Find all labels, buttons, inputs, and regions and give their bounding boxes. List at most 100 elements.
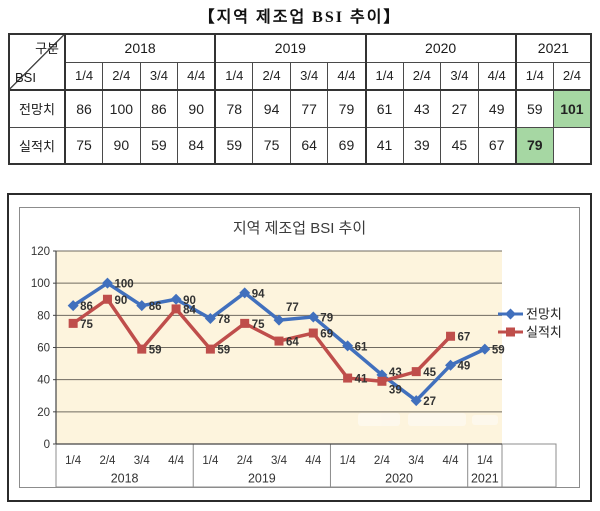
data-label: 41 bbox=[355, 374, 368, 386]
value-cell: 39 bbox=[402, 126, 442, 165]
chart-box: 지역 제조업 BSI 추이 0 20 40 60 80 100 120 1/4 2/4 3/4 4/… bbox=[7, 193, 592, 502]
quarter-header: 1/4 bbox=[365, 61, 404, 91]
actual-marker bbox=[171, 304, 181, 314]
data-label: 78 bbox=[217, 314, 230, 326]
data-label: 86 bbox=[149, 301, 162, 313]
value-cell: 59 bbox=[139, 126, 179, 165]
table-row: 실적치 75 90 59 84 59 75 64 69 41 39 45 67 79 bbox=[8, 126, 592, 165]
year-header-2018: 2018 bbox=[64, 33, 217, 63]
data-label: 100 bbox=[114, 279, 133, 291]
value-cell: 43 bbox=[402, 89, 442, 128]
value-cell: 94 bbox=[252, 89, 291, 128]
x-axis-quarter-label: 3/4 bbox=[134, 455, 151, 467]
value-cell: 90 bbox=[177, 89, 217, 128]
x-axis-quarter-label: 2/4 bbox=[374, 455, 391, 467]
x-axis-year-label: 2020 bbox=[385, 472, 413, 486]
x-axis-quarter-label: 3/4 bbox=[408, 455, 425, 467]
quarter-header: 2/4 bbox=[102, 61, 141, 91]
row-label: 전망치 bbox=[8, 89, 66, 128]
value-cell: 79 bbox=[327, 89, 367, 128]
forecast-marker bbox=[273, 314, 285, 326]
data-label: 59 bbox=[217, 345, 230, 357]
corner-cell: 구분 BSI bbox=[8, 33, 66, 91]
quarter-header: 3/4 bbox=[440, 61, 479, 91]
data-label: 59 bbox=[149, 345, 162, 357]
chart-frame: 지역 제조업 BSI 추이 0 20 40 60 80 100 120 1/4 2/4 3/4 4/… bbox=[19, 207, 580, 488]
value-cell: 41 bbox=[365, 126, 404, 165]
value-cell: 90 bbox=[102, 126, 141, 165]
actual-marker bbox=[102, 294, 112, 304]
quarter-header: 4/4 bbox=[327, 61, 367, 91]
x-axis-quarter-label: 4/4 bbox=[168, 455, 185, 467]
actual-marker bbox=[205, 344, 215, 354]
data-label: 94 bbox=[252, 288, 265, 300]
y-axis-label: 100 bbox=[31, 278, 50, 290]
chart-title: 지역 제조업 BSI 추이 bbox=[232, 220, 367, 237]
x-axis-quarter-label: 2/4 bbox=[99, 455, 116, 467]
year-header-2020: 2020 bbox=[364, 33, 517, 63]
watermark-shape bbox=[472, 415, 498, 425]
value-cell: 75 bbox=[64, 126, 104, 165]
table-quarter-row: 1/4 2/4 3/4 4/4 1/4 2/4 3/4 4/4 1/4 2/4 3/4 4/4 1/4 2… bbox=[9, 61, 592, 91]
chart-svg: 0 20 40 60 80 100 120 1/4 2/4 3/4 4/4 2018 1/4 2/4 3/4… bbox=[31, 246, 562, 487]
value-cell: 78 bbox=[214, 89, 254, 128]
year-header-2021: 2021 bbox=[515, 33, 592, 63]
value-cell: 49 bbox=[477, 89, 517, 128]
y-axis-label: 80 bbox=[37, 310, 50, 322]
forecast-marker bbox=[445, 359, 457, 371]
y-axis-label: 60 bbox=[37, 343, 50, 355]
value-cell: 45 bbox=[440, 126, 479, 165]
bsi-table: 구분 BSI 2018 2019 2020 2021 1/4 2/4 3/4 4/4 1/4 2/4 3… bbox=[8, 33, 592, 165]
value-cell: 86 bbox=[139, 89, 179, 128]
value-cell: 59 bbox=[515, 89, 554, 128]
value-cell: 84 bbox=[177, 126, 217, 165]
quarter-header: 3/4 bbox=[289, 61, 329, 91]
forecast-marker bbox=[342, 340, 354, 352]
forecast-marker bbox=[67, 300, 79, 312]
table-row: 전망치 86 100 86 90 78 94 77 79 61 43 27 49 59 101 bbox=[8, 89, 592, 128]
x-axis-quarter-label: 1/4 bbox=[202, 455, 219, 467]
corner-label-top: 구분 bbox=[35, 41, 59, 56]
data-label: 49 bbox=[458, 361, 471, 373]
x-axis-quarter-label: 4/4 bbox=[443, 455, 460, 467]
legend-label: 실적치 bbox=[526, 325, 562, 340]
legend-label: 전망치 bbox=[526, 307, 562, 322]
data-label: 79 bbox=[320, 312, 333, 324]
y-axis-label: 20 bbox=[37, 407, 50, 419]
legend-marker bbox=[506, 327, 515, 337]
data-label: 75 bbox=[80, 319, 93, 331]
corner-label-bottom: BSI bbox=[15, 70, 36, 85]
forecast-marker bbox=[170, 293, 182, 305]
quarter-header: 1/4 bbox=[64, 61, 104, 91]
value-cell: 61 bbox=[365, 89, 404, 128]
forecast-marker bbox=[376, 369, 388, 381]
value-cell: 100 bbox=[102, 89, 141, 128]
actual-marker bbox=[446, 331, 456, 341]
data-label: 27 bbox=[423, 396, 436, 408]
forecast-marker bbox=[136, 300, 148, 312]
quarter-header: 1/4 bbox=[515, 61, 554, 91]
value-cell: 101 bbox=[552, 89, 592, 128]
quarter-header: 4/4 bbox=[177, 61, 217, 91]
y-axis-label: 120 bbox=[31, 246, 50, 258]
data-label: 77 bbox=[286, 302, 299, 314]
watermark-shape bbox=[358, 413, 400, 426]
value-cell bbox=[552, 126, 592, 165]
quarter-header: 2/4 bbox=[552, 61, 592, 91]
value-cell: 67 bbox=[477, 126, 517, 165]
quarter-header: 3/4 bbox=[139, 61, 179, 91]
data-label: 75 bbox=[252, 319, 265, 331]
forecast-marker bbox=[204, 313, 216, 325]
actual-marker bbox=[274, 336, 284, 346]
value-cell: 77 bbox=[289, 89, 329, 128]
data-label: 59 bbox=[492, 345, 505, 357]
watermark-shape bbox=[408, 413, 466, 426]
x-axis-year-label: 2018 bbox=[111, 472, 139, 486]
page-title: 【지역 제조업 BSI 추이】 bbox=[198, 9, 402, 26]
quarter-header: 2/4 bbox=[402, 61, 442, 91]
forecast-marker bbox=[101, 277, 113, 289]
forecast-marker bbox=[479, 343, 491, 355]
actual-line bbox=[72, 297, 452, 384]
x-axis-year-label: 2021 bbox=[471, 472, 499, 486]
value-cell: 27 bbox=[440, 89, 479, 128]
